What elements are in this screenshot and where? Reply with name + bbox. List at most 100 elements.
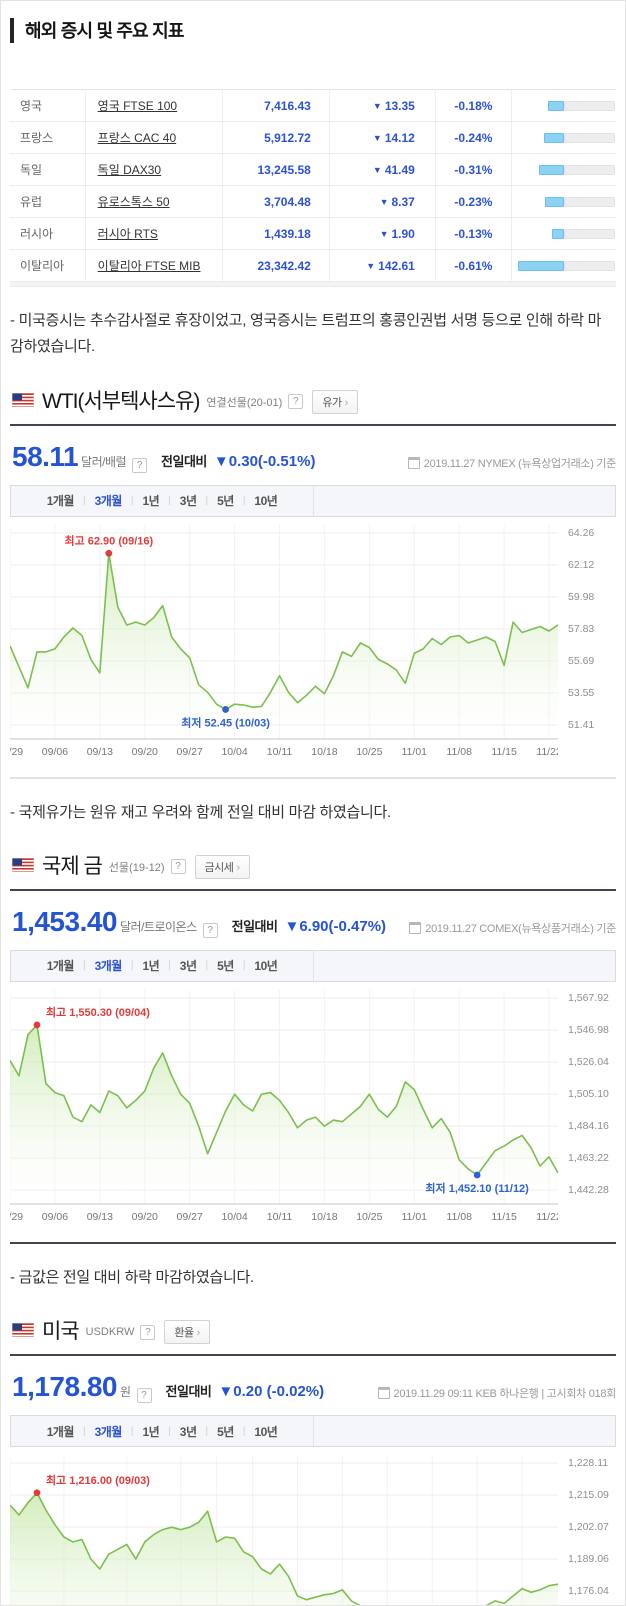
section-link-button[interactable]: 환율 › xyxy=(164,1320,210,1344)
quote-info-text: 2019.11.27 NYMEX (뉴욕상업거래소) 기준 xyxy=(423,457,617,470)
change-bar xyxy=(513,196,615,207)
index-link[interactable]: 프랑스 CAC 40 xyxy=(84,121,223,154)
change-bar-fill xyxy=(544,132,564,143)
period-tab-1년[interactable]: 1년 xyxy=(142,959,160,974)
period-tabs: 1개월 | 3개월 | 1년 | 3년 | 5년 | 10년 xyxy=(11,1423,313,1440)
period-tab-1년[interactable]: 1년 xyxy=(142,494,160,508)
chart-section: 미국 USDKRW ? 환율 › 1,178.80 원 ? 전일대비 ▼0.20 … xyxy=(9,1315,617,1605)
y-axis-tick-label: 51.41 xyxy=(568,718,595,731)
section-link-button[interactable]: 금시세 › xyxy=(194,854,250,879)
y-axis-tick-label: 1,176.04 xyxy=(568,1585,609,1597)
change-bar-track xyxy=(564,196,615,207)
y-axis-tick-label: 1,505.10 xyxy=(568,1087,609,1100)
y-axis-tick-label: 59.98 xyxy=(568,590,595,603)
help-icon[interactable]: ? xyxy=(140,1324,156,1340)
chart-area: 08/29 09/06 09/13 09/20 09/27 10/04 10/11 10/18… xyxy=(1,989,616,1228)
section-divider xyxy=(10,888,616,891)
price-unit: 달러/트로이온스 xyxy=(120,919,197,934)
svg-text:09/20: 09/20 xyxy=(132,1211,158,1223)
svg-text:09/06: 09/06 xyxy=(42,746,68,758)
period-tab-3개월[interactable]: 3개월 xyxy=(94,959,123,974)
section-header: 미국 USDKRW ? 환율 › xyxy=(11,1315,616,1345)
chart-section: 국제 금 선물(19-12) ? 금시세 › 1,453.40 달러/트로이온스 … xyxy=(1,850,616,1244)
index-value: 23,342.42 xyxy=(222,249,330,282)
chart-area: 08/29 09/06 09/13 09/20 09/27 10/04 10/11 10/18… xyxy=(1,524,616,763)
max-point-dot xyxy=(33,1021,41,1029)
index-change-percent: -0.18% xyxy=(434,89,512,122)
y-axis-tick-label: 53.55 xyxy=(568,686,595,699)
country-label: 영국 xyxy=(10,89,86,122)
help-icon[interactable]: ? xyxy=(170,859,186,875)
period-tab-5년[interactable]: 5년 xyxy=(217,959,234,974)
unit-help-icon[interactable]: ? xyxy=(132,457,148,473)
index-link[interactable]: 영국 FTSE 100 xyxy=(84,89,223,122)
y-axis-tick-label: 62.12 xyxy=(568,558,595,571)
period-tab-5년[interactable]: 5년 xyxy=(217,1424,234,1439)
change-bar-fill xyxy=(552,228,564,239)
period-tab-10년[interactable]: 10년 xyxy=(254,959,278,974)
section-title: 국제 금 xyxy=(42,854,103,878)
period-tab-3개월[interactable]: 3개월 xyxy=(94,1424,123,1439)
index-value: 13,245.58 xyxy=(222,153,330,186)
period-tabbar: 1개월 | 3개월 | 1년 | 3년 | 5년 | 10년 xyxy=(10,484,616,517)
period-tab-1개월[interactable]: 1개월 xyxy=(46,959,75,974)
compare-label: 전일대비 xyxy=(161,453,207,469)
period-tab-1개월[interactable]: 1개월 xyxy=(46,1424,75,1439)
period-tab-10년[interactable]: 10년 xyxy=(254,494,278,508)
tab-separator: | xyxy=(130,1425,134,1437)
country-label: 러시아 xyxy=(10,217,86,250)
period-tab-1개월[interactable]: 1개월 xyxy=(46,494,75,508)
unit-help-icon[interactable]: ? xyxy=(136,1388,152,1403)
price-change: ▼0.30(-0.51%) xyxy=(213,452,316,470)
help-icon[interactable]: ? xyxy=(288,394,304,409)
period-tab-1년[interactable]: 1년 xyxy=(142,1424,160,1439)
index-link[interactable]: 러시아 RTS xyxy=(84,217,223,250)
svg-text:10/18: 10/18 xyxy=(311,1211,337,1223)
period-tab-3년[interactable]: 3년 xyxy=(179,959,197,974)
period-tab-10년[interactable]: 10년 xyxy=(254,1424,278,1439)
compare-label: 전일대비 xyxy=(165,1384,212,1399)
tab-separator: | xyxy=(130,960,134,972)
svg-text:09/13: 09/13 xyxy=(87,1211,113,1223)
period-tab-3년[interactable]: 3년 xyxy=(179,1424,197,1439)
period-tab-3개월[interactable]: 3개월 xyxy=(94,494,123,508)
down-triangle-icon: ▼ xyxy=(372,132,382,143)
section-link-button[interactable]: 유가 › xyxy=(312,389,358,414)
svg-text:08/29: 08/29 xyxy=(10,1211,23,1223)
chart-section: WTI(서부텍사스유) 연결선물(20-01) ? 유가 › 58.11 달러/배… xyxy=(1,385,617,779)
max-annotation: 최고 1,216.00 (09/03) xyxy=(46,1473,150,1487)
y-axis-labels: 1,567.92 1,546.98 1,526.04 1,505.10 1,484.16… xyxy=(558,990,616,1228)
index-link[interactable]: 유로스톡스 50 xyxy=(84,185,223,218)
period-tab-5년[interactable]: 5년 xyxy=(217,494,234,508)
svg-text:09/06: 09/06 xyxy=(42,1211,68,1223)
unit-help-icon[interactable]: ? xyxy=(202,922,218,938)
index-change-percent: -0.31% xyxy=(434,153,512,186)
change-bar-cell xyxy=(511,153,616,186)
index-link[interactable]: 독일 DAX30 xyxy=(84,153,223,186)
index-value: 3,704.48 xyxy=(222,185,330,218)
svg-text:11/22: 11/22 xyxy=(536,746,558,758)
price-chart-svg: 08/29 09/06 09/13 09/20 09/27 10/04 10/11 10/18… xyxy=(1,989,562,1223)
link-button-label: 환율 xyxy=(174,1327,194,1339)
index-link[interactable]: 이탈리아 FTSE MIB xyxy=(84,249,223,282)
tab-separator: | xyxy=(82,1425,86,1437)
change-bar xyxy=(513,228,615,239)
calendar-icon xyxy=(377,1387,390,1399)
svg-text:10/18: 10/18 xyxy=(311,746,337,758)
tabbar-divider xyxy=(313,1416,314,1446)
y-axis-tick-label: 1,526.04 xyxy=(568,1055,609,1068)
period-tab-3년[interactable]: 3년 xyxy=(179,494,197,508)
price-value: 1,178.80 xyxy=(12,1371,118,1402)
page-title-block: 해외 증시 및 주요 지표 xyxy=(10,17,616,43)
table-row: 유럽 유로스톡스 50 3,704.48 ▼ 8.37 -0.23% xyxy=(10,185,616,218)
section-divider xyxy=(10,423,616,426)
min-point-dot xyxy=(222,705,230,713)
index-change: ▼ 1.90 xyxy=(328,217,436,250)
svg-text:11/15: 11/15 xyxy=(491,1211,517,1223)
svg-text:09/27: 09/27 xyxy=(177,746,203,758)
quote-info-text: 2019.11.29 09:11 KEB 하나은행 | 고시회차 018회 xyxy=(393,1388,617,1400)
index-change: ▼ 13.35 xyxy=(328,89,436,122)
price-change: ▼6.90(-0.47%) xyxy=(284,917,387,935)
max-point-dot xyxy=(33,1489,41,1497)
